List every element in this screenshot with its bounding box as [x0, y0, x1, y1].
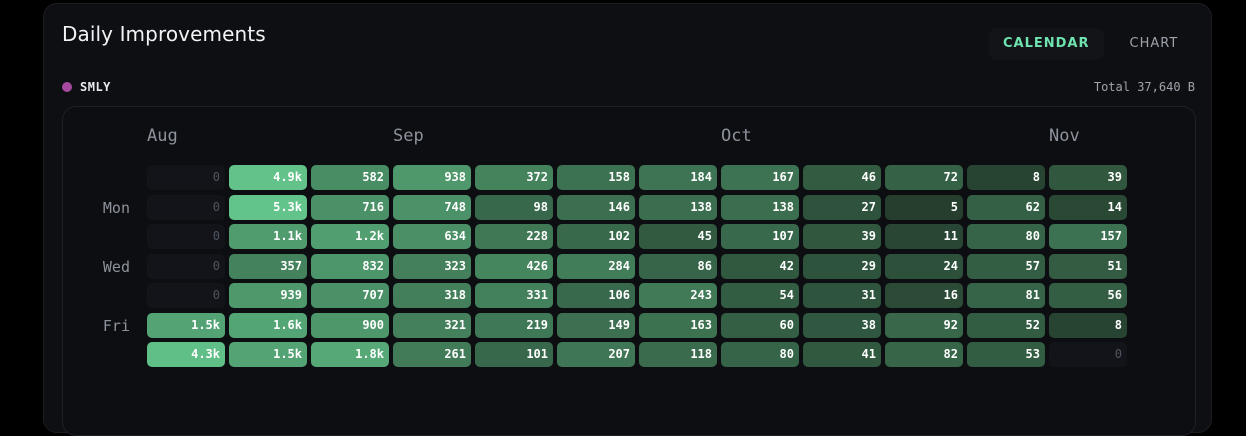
heatmap-cell[interactable]: 167 [721, 165, 799, 190]
month-label-aug: Aug [147, 126, 178, 146]
heatmap-cell[interactable]: 41 [803, 342, 881, 367]
heatmap-cell[interactable]: 5 [885, 194, 963, 220]
tab-chart[interactable]: CHART [1129, 36, 1179, 51]
heatmap-cell[interactable]: 4.9k [229, 165, 307, 190]
heatmap-cell[interactable]: 1.5k [147, 312, 225, 338]
heatmap-cell[interactable]: 45 [639, 224, 717, 249]
heatmap-cell[interactable]: 98 [475, 194, 553, 220]
heatmap-cell[interactable]: 284 [557, 253, 635, 279]
heatmap-cell[interactable]: 101 [475, 342, 553, 367]
heatmap-cell[interactable]: 716 [311, 194, 389, 220]
heatmap-cell[interactable]: 5.3k [229, 194, 307, 220]
heatmap-cell[interactable]: 92 [885, 312, 963, 338]
heatmap-cell[interactable]: 80 [721, 342, 799, 367]
heatmap-cell[interactable]: 57 [967, 253, 1045, 279]
heatmap-cell[interactable]: 1.5k [229, 342, 307, 367]
heatmap-cell[interactable]: 0 [147, 283, 225, 308]
heatmap-cell[interactable]: 31 [803, 283, 881, 308]
day-label-wed: Wed [102, 257, 130, 276]
view-tabs: CALENDAR CHART [989, 28, 1192, 60]
heatmap-cell[interactable]: 81 [967, 283, 1045, 308]
heatmap-cell[interactable]: 163 [639, 312, 717, 338]
series-label: SMLY [80, 80, 111, 94]
heatmap-cell[interactable]: 1.6k [229, 312, 307, 338]
tab-calendar[interactable]: CALENDAR [989, 28, 1104, 60]
heatmap-cell[interactable]: 42 [721, 253, 799, 279]
heatmap-cell[interactable]: 11 [885, 224, 963, 249]
heatmap-cell[interactable]: 107 [721, 224, 799, 249]
heatmap-cell[interactable]: 0 [147, 224, 225, 249]
series-color-dot [62, 82, 72, 92]
heatmap-cell[interactable]: 82 [885, 342, 963, 367]
heatmap-cell[interactable]: 707 [311, 283, 389, 308]
heatmap-cell[interactable]: 158 [557, 165, 635, 190]
heatmap-cell[interactable]: 634 [393, 224, 471, 249]
heatmap-cell[interactable]: 372 [475, 165, 553, 190]
heatmap-cell[interactable]: 261 [393, 342, 471, 367]
heatmap-cell[interactable]: 138 [639, 194, 717, 220]
heatmap-cell[interactable]: 0 [147, 165, 225, 190]
heatmap-cell[interactable]: 1.1k [229, 224, 307, 249]
heatmap-cell[interactable]: 0 [147, 194, 225, 220]
heatmap-cell[interactable]: 72 [885, 165, 963, 190]
heatmap-cell[interactable]: 938 [393, 165, 471, 190]
heatmap-cell[interactable]: 748 [393, 194, 471, 220]
heatmap-cell[interactable]: 149 [557, 312, 635, 338]
heatmap-cell[interactable]: 228 [475, 224, 553, 249]
heatmap-cell[interactable]: 1.8k [311, 342, 389, 367]
day-label-mon: Mon [102, 198, 130, 217]
heatmap-cell[interactable]: 8 [1049, 312, 1127, 338]
heatmap-cell[interactable]: 0 [147, 253, 225, 279]
heatmap-cell[interactable]: 24 [885, 253, 963, 279]
heatmap-cell[interactable]: 102 [557, 224, 635, 249]
heatmap-cell[interactable]: 4.3k [147, 342, 225, 367]
heatmap-cell[interactable]: 39 [1049, 165, 1127, 190]
heatmap-cell[interactable]: 331 [475, 283, 553, 308]
heatmap-cell[interactable]: 939 [229, 283, 307, 308]
heatmap-cell[interactable]: 52 [967, 312, 1045, 338]
heatmap-cell[interactable]: 106 [557, 283, 635, 308]
heatmap-cell[interactable]: 1.2k [311, 224, 389, 249]
heatmap-cell[interactable]: 157 [1049, 224, 1127, 249]
heatmap-cell[interactable]: 318 [393, 283, 471, 308]
heatmap-cell[interactable]: 16 [885, 283, 963, 308]
heatmap-cell[interactable]: 80 [967, 224, 1045, 249]
heatmap-cell[interactable]: 62 [967, 194, 1045, 220]
heatmap-cell[interactable]: 27 [803, 194, 881, 220]
heatmap-cell[interactable]: 243 [639, 283, 717, 308]
heatmap-cell[interactable]: 321 [393, 312, 471, 338]
heatmap-cell[interactable]: 46 [803, 165, 881, 190]
heatmap-cell[interactable]: 219 [475, 312, 553, 338]
heatmap-cell[interactable]: 51 [1049, 253, 1127, 279]
heatmap-cell[interactable]: 118 [639, 342, 717, 367]
heatmap-cell[interactable]: 29 [803, 253, 881, 279]
heatmap-cell[interactable]: 54 [721, 283, 799, 308]
heatmap-cell[interactable]: 832 [311, 253, 389, 279]
heatmap-cell[interactable]: 357 [229, 253, 307, 279]
series-legend: SMLY [62, 80, 111, 94]
heatmap-cell[interactable]: 138 [721, 194, 799, 220]
day-label-fri: Fri [102, 316, 130, 335]
total-value: Total 37,640 B [1093, 80, 1195, 94]
heatmap-cell[interactable]: 900 [311, 312, 389, 338]
heatmap-cell[interactable]: 184 [639, 165, 717, 190]
panel-title: Daily Improvements [62, 22, 266, 46]
heatmap-cell[interactable]: 146 [557, 194, 635, 220]
heatmap-cell[interactable]: 582 [311, 165, 389, 190]
month-label-nov: Nov [1049, 126, 1080, 146]
heatmap-cell[interactable]: 39 [803, 224, 881, 249]
heatmap-cell[interactable]: 60 [721, 312, 799, 338]
heatmap-cell[interactable]: 38 [803, 312, 881, 338]
heatmap-cell[interactable]: 207 [557, 342, 635, 367]
heatmap-cell[interactable]: 426 [475, 253, 553, 279]
month-label-sep: Sep [393, 126, 424, 146]
heatmap-cell[interactable]: 8 [967, 165, 1045, 190]
heatmap-cell[interactable]: 323 [393, 253, 471, 279]
heatmap-cell[interactable]: 53 [967, 342, 1045, 367]
heatmap-cell[interactable]: 56 [1049, 283, 1127, 308]
heatmap-cell[interactable]: 0 [1049, 342, 1127, 367]
heatmap-cell[interactable]: 86 [639, 253, 717, 279]
heatmap-cell[interactable]: 14 [1049, 194, 1127, 220]
month-label-oct: Oct [721, 126, 752, 146]
